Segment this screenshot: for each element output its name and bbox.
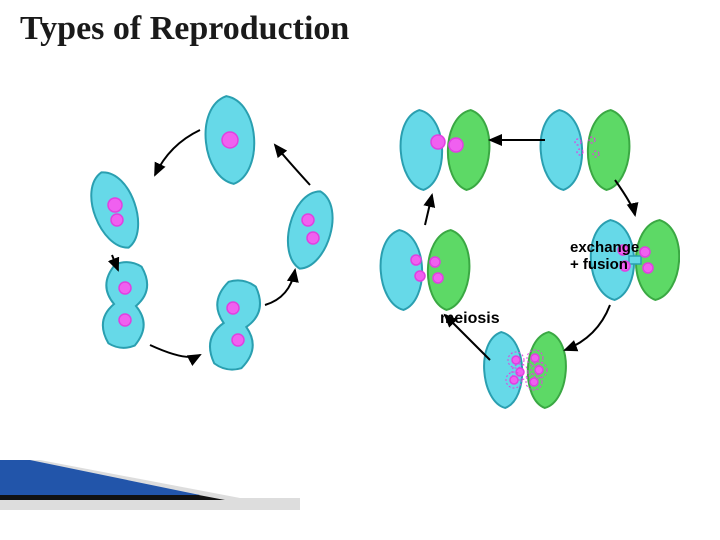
meiosis-label: meiosis — [440, 310, 500, 328]
exchange-line2: + fusion — [570, 256, 628, 273]
page-title: Types of Reproduction — [20, 10, 349, 48]
exchange-line1: exchange — [570, 239, 639, 256]
footer-decoration — [0, 460, 300, 510]
exchange-fusion-label: exchange + fusion — [570, 240, 639, 273]
